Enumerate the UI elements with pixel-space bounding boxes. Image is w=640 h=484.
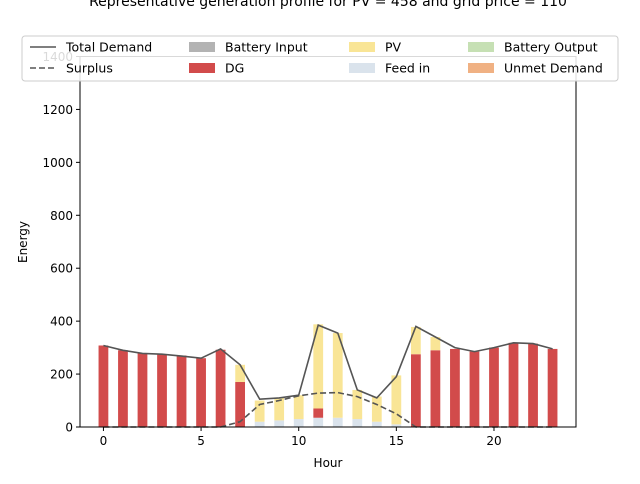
bar-pv-8 — [254, 400, 265, 422]
bar-dg-16 — [410, 354, 421, 427]
bar-feed-in-9 — [274, 420, 285, 427]
bar-pv-14 — [371, 396, 382, 422]
bar-pv-13 — [352, 389, 363, 420]
legend-swatch-battery-output — [468, 42, 494, 52]
legend-swatch-unmet-demand — [468, 63, 494, 73]
bar-pv-17 — [430, 337, 441, 351]
bar-dg-11 — [313, 408, 324, 418]
plot-frame — [79, 56, 577, 428]
bar-pv-10 — [293, 395, 304, 420]
bar-pv-16 — [410, 326, 421, 355]
legend-swatch-pv — [349, 42, 375, 52]
y-tick-label-600: 600 — [50, 262, 73, 276]
y-tick-label-800: 800 — [50, 209, 73, 223]
y-tick-label-0: 0 — [65, 421, 73, 435]
bar-dg-20 — [489, 347, 499, 427]
legend-label-total-demand: Total Demand — [65, 40, 152, 55]
line-total-demand — [103, 324, 553, 401]
bar-dg-4 — [176, 355, 187, 427]
bar-feed-in-13 — [352, 419, 363, 427]
legend-label-feed-in: Feed in — [385, 61, 430, 76]
x-tick-label-0: 0 — [100, 434, 108, 448]
bar-dg-2 — [137, 353, 148, 427]
bar-dg-18 — [450, 348, 460, 427]
bar-pv-15 — [391, 375, 402, 425]
bar-dg-17 — [430, 350, 441, 427]
line-surplus — [103, 391, 553, 428]
y-axis-label: Energy — [16, 221, 30, 263]
bar-pv-9 — [274, 397, 285, 421]
bar-dg-1 — [118, 350, 128, 427]
legend-swatch-dg — [189, 63, 215, 73]
bar-feed-in-12 — [332, 417, 343, 427]
legend-label-battery-output: Battery Output — [504, 40, 598, 55]
bars-layer — [98, 324, 558, 427]
legend-label-surplus: Surplus — [66, 61, 113, 76]
x-tick-label-20: 20 — [486, 434, 501, 448]
legend-label-battery-input: Battery Input — [225, 40, 308, 55]
x-tick-label-5: 5 — [197, 434, 205, 448]
bar-pv-11 — [313, 324, 324, 409]
bar-feed-in-11 — [313, 417, 324, 427]
bar-feed-in-8 — [254, 421, 265, 427]
bar-feed-in-15 — [391, 424, 402, 427]
y-tick-label-400: 400 — [50, 315, 73, 329]
legend-label-unmet-demand: Unmet Demand — [504, 61, 603, 76]
bar-pv-12 — [332, 333, 343, 418]
chart-title: Representative generation profile for PV… — [89, 0, 567, 10]
y-axis: 0200400600800100012001400 — [42, 50, 80, 435]
bar-dg-6 — [215, 349, 226, 427]
legend-label-dg: DG — [225, 61, 244, 76]
y-tick-label-200: 200 — [50, 368, 73, 382]
legend-swatch-battery-input — [189, 42, 215, 52]
legend: Total Demand Battery Input PV Battery Outpu… — [21, 35, 619, 82]
y-tick-label-1000: 1000 — [42, 156, 73, 170]
bar-dg-19 — [469, 351, 480, 427]
bar-dg-5 — [196, 358, 206, 427]
bar-dg-23 — [547, 348, 558, 427]
bar-dg-22 — [528, 343, 538, 427]
bar-feed-in-10 — [293, 419, 304, 427]
bar-dg-21 — [508, 342, 519, 427]
lines-layer — [103, 324, 553, 428]
legend-label-pv: PV — [385, 40, 402, 55]
bar-dg-7 — [235, 382, 246, 427]
x-axis-label: Hour — [314, 456, 343, 470]
y-tick-label-1200: 1200 — [42, 103, 73, 117]
bar-pv-7 — [235, 364, 246, 383]
bar-dg-0 — [98, 345, 109, 427]
x-tick-label-15: 15 — [389, 434, 404, 448]
bar-dg-3 — [157, 354, 167, 427]
x-axis: 0 5 10 15 20 — [100, 427, 502, 448]
legend-swatch-feed-in — [349, 63, 375, 73]
x-tick-label-10: 10 — [291, 434, 306, 448]
bar-feed-in-14 — [371, 421, 382, 427]
